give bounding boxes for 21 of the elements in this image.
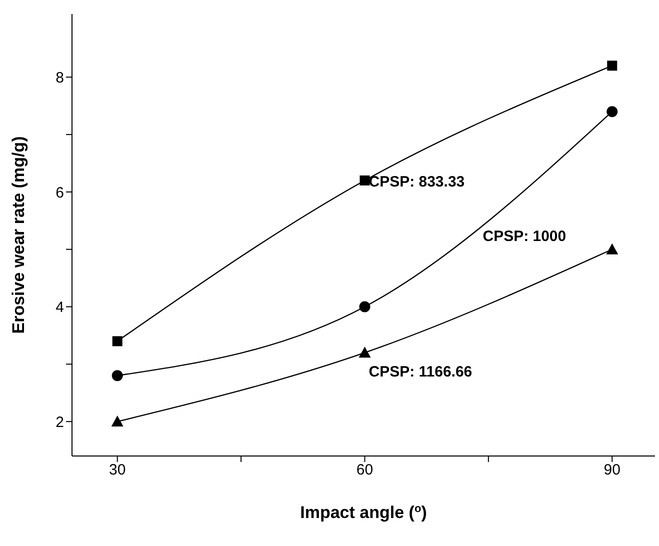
series-label: CPSP: 1000 (482, 228, 566, 245)
y-tick-label: 2 (56, 414, 64, 431)
y-tick-label: 4 (56, 299, 64, 316)
point (606, 106, 618, 118)
point (606, 243, 618, 254)
x-tick-label: 60 (356, 462, 374, 479)
point (360, 175, 370, 186)
y-axis-title: Erosive wear rate (mg/g) (9, 136, 28, 334)
point (112, 370, 123, 382)
point (607, 60, 618, 71)
y-tick-label: 6 (56, 184, 64, 202)
series-label: CPSP: 1166.66 (368, 364, 472, 381)
point (111, 416, 124, 427)
point (358, 346, 371, 358)
x-tick-label: 30 (109, 462, 126, 479)
point (359, 301, 370, 312)
series-label: CPSP: 833.33 (368, 173, 465, 190)
x-tick-label: 90 (604, 462, 620, 479)
x-axis-title: Impact angle ($^{o}$) (300, 503, 427, 522)
y-tick-label: 8 (56, 69, 64, 86)
point (112, 336, 122, 346)
